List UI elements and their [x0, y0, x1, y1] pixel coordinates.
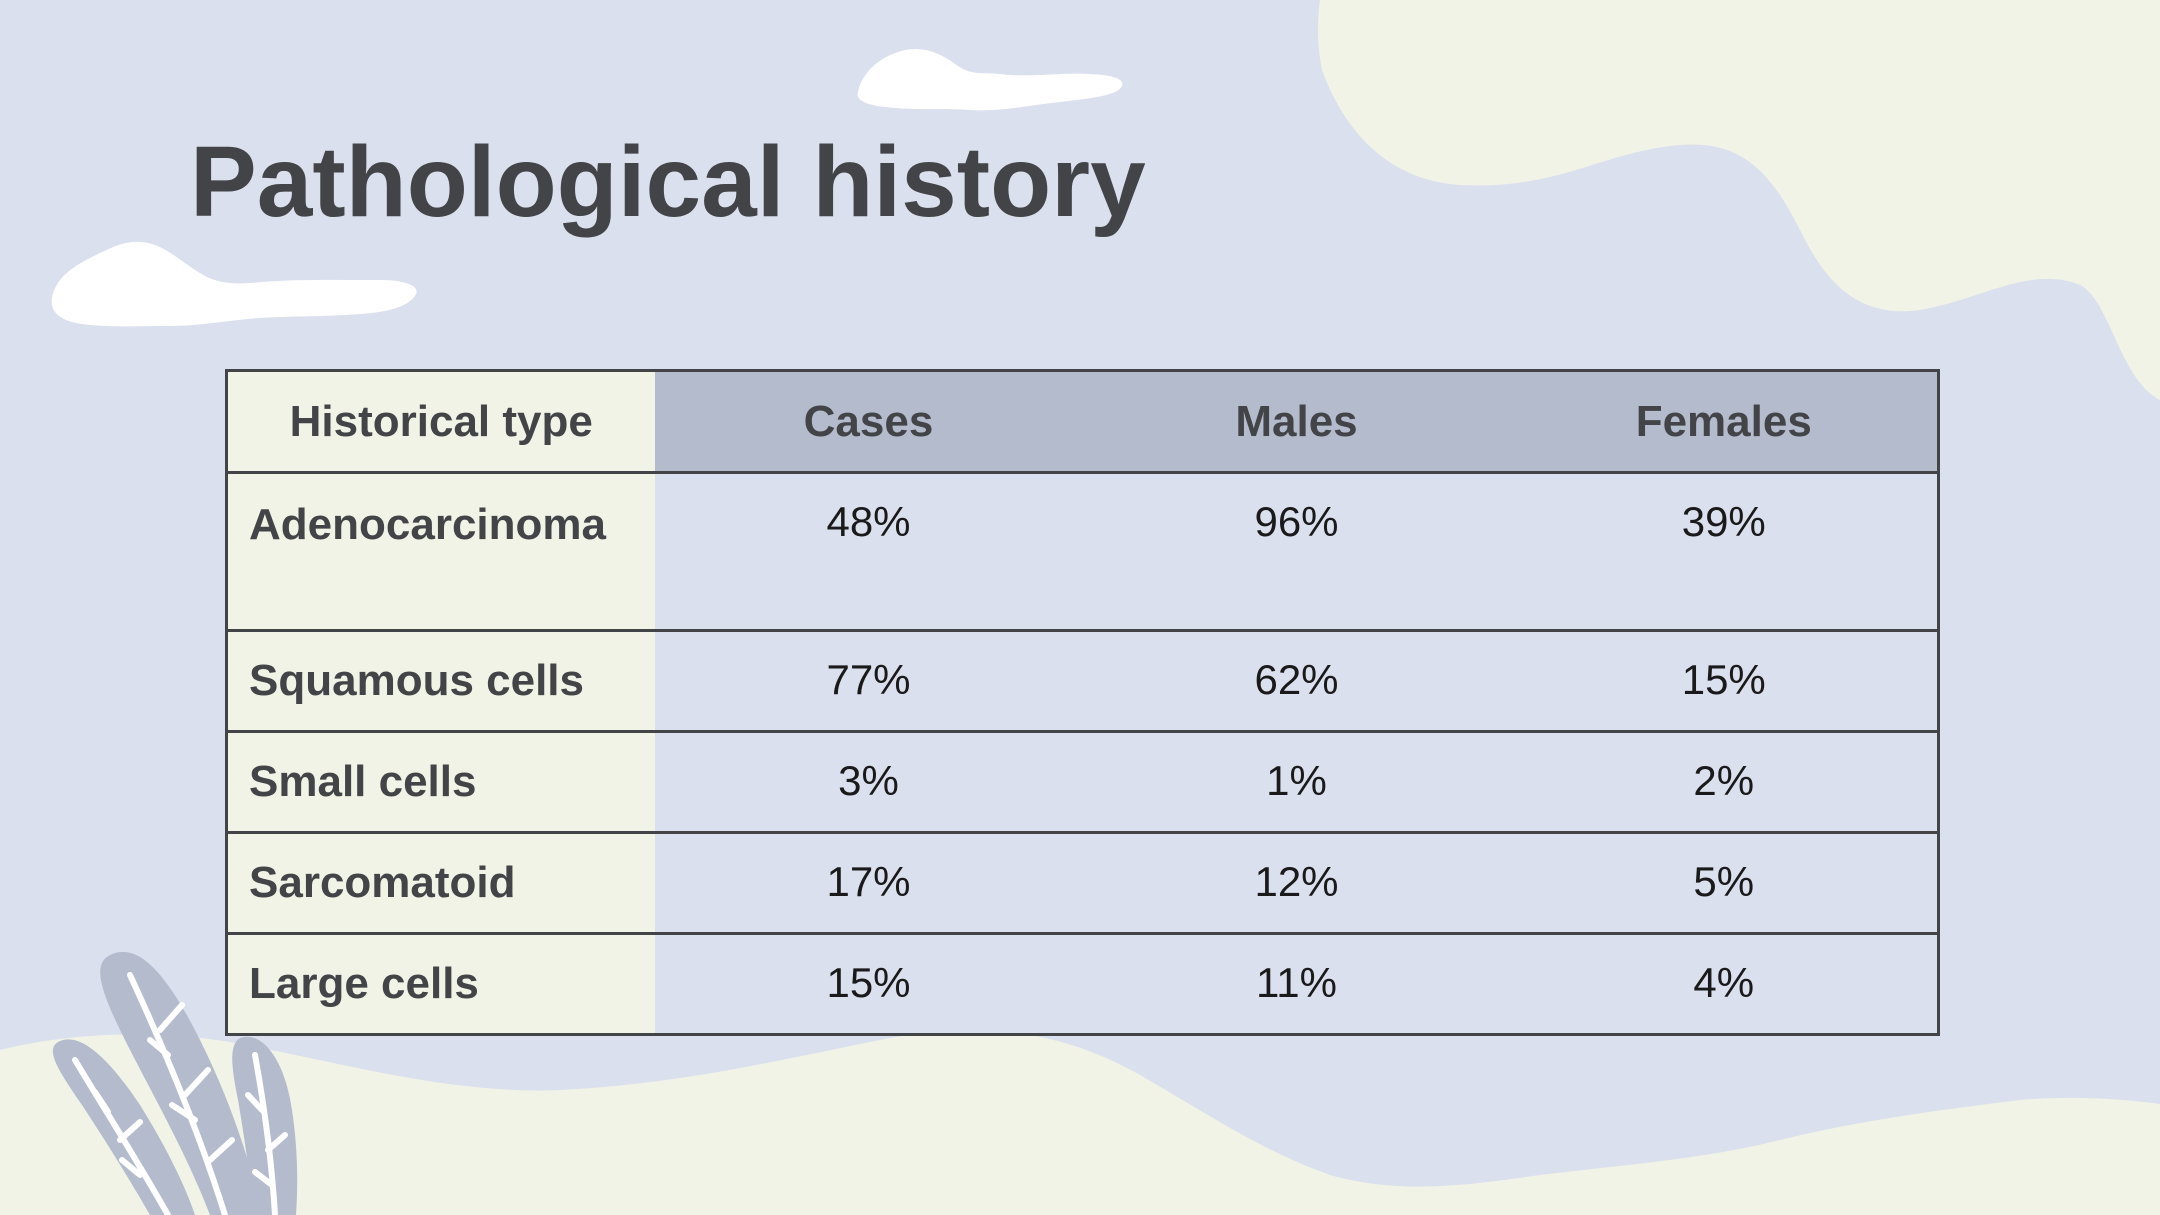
cases-value: 15% — [654, 932, 1083, 1036]
cloud-icon — [857, 48, 1123, 111]
plant-icon — [52, 951, 298, 1215]
bottom-wave-shape — [0, 1030, 2160, 1215]
table-row: Squamous cells 77% 62% 15% — [225, 629, 1940, 733]
females-value: 2% — [1510, 730, 1940, 834]
row-label: Squamous cells — [225, 629, 655, 733]
row-label: Adenocarcinoma — [225, 471, 655, 632]
males-value: 62% — [1082, 629, 1511, 733]
column-header-females: Females — [1510, 369, 1940, 474]
females-value: 5% — [1510, 831, 1940, 935]
pathology-table: Historical type Cases Males Females Aden… — [225, 369, 1940, 1036]
females-value: 4% — [1510, 932, 1940, 1036]
column-header-cases: Cases — [654, 369, 1083, 474]
row-label: Small cells — [225, 730, 655, 834]
cases-value: 17% — [654, 831, 1083, 935]
cloud-icon — [51, 241, 417, 327]
row-label: Sarcomatoid — [225, 831, 655, 935]
table-row: Small cells 3% 1% 2% — [225, 730, 1940, 834]
top-right-wave-shape — [1318, 0, 2160, 400]
table-header-row: Historical type Cases Males Females — [225, 369, 1940, 474]
column-header-males: Males — [1082, 369, 1511, 474]
males-value: 96% — [1082, 471, 1511, 632]
table-row: Large cells 15% 11% 4% — [225, 932, 1940, 1036]
males-value: 1% — [1082, 730, 1511, 834]
page-title: Pathological history — [190, 126, 1146, 238]
males-value: 11% — [1082, 932, 1511, 1036]
females-value: 39% — [1510, 471, 1940, 632]
cases-value: 77% — [654, 629, 1083, 733]
table-row: Sarcomatoid 17% 12% 5% — [225, 831, 1940, 935]
row-label: Large cells — [225, 932, 655, 1036]
table-row: Adenocarcinoma 48% 96% 39% — [225, 471, 1940, 632]
cases-value: 48% — [654, 471, 1083, 632]
females-value: 15% — [1510, 629, 1940, 733]
males-value: 12% — [1082, 831, 1511, 935]
cases-value: 3% — [654, 730, 1083, 834]
column-header-historical-type: Historical type — [225, 369, 655, 474]
